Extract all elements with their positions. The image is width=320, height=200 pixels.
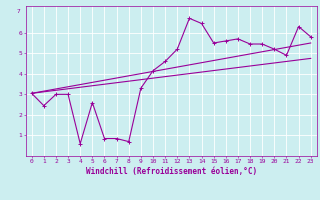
Text: 7: 7 <box>17 9 21 14</box>
X-axis label: Windchill (Refroidissement éolien,°C): Windchill (Refroidissement éolien,°C) <box>86 167 257 176</box>
